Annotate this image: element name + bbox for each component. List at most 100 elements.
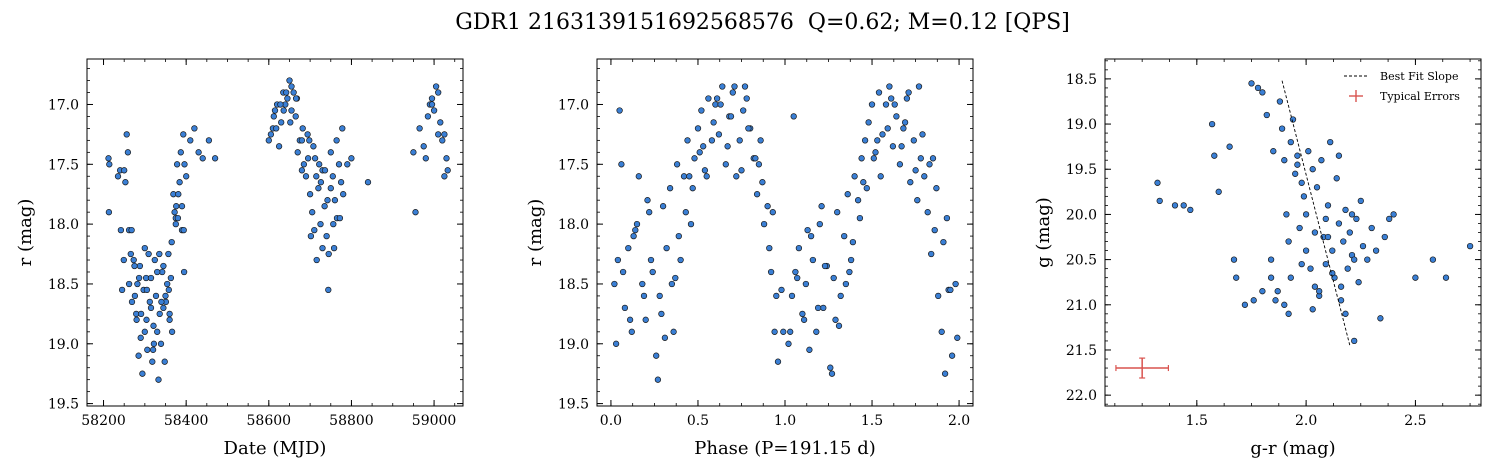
data-point bbox=[1305, 148, 1312, 155]
data-point bbox=[663, 244, 670, 252]
data-point bbox=[141, 328, 148, 335]
data-point bbox=[298, 167, 306, 174]
data-point bbox=[325, 286, 332, 294]
data-point bbox=[118, 286, 126, 294]
data-point bbox=[868, 101, 876, 108]
data-point bbox=[1298, 179, 1305, 186]
x-tick-label: 58400 bbox=[164, 413, 209, 429]
data-point bbox=[1311, 283, 1319, 290]
data-point bbox=[175, 191, 182, 198]
data-point bbox=[428, 101, 436, 108]
data-point bbox=[435, 89, 442, 96]
data-point bbox=[903, 95, 911, 102]
data-point bbox=[860, 179, 867, 186]
data-point bbox=[348, 155, 355, 162]
data-point bbox=[335, 161, 343, 168]
data-point bbox=[722, 161, 729, 168]
data-point bbox=[1346, 229, 1353, 236]
y-axis-label: r (mag) bbox=[525, 199, 546, 267]
data-point bbox=[1322, 260, 1329, 268]
data-point bbox=[691, 155, 698, 162]
data-point bbox=[625, 244, 632, 252]
data-point bbox=[889, 143, 897, 150]
data-point bbox=[686, 173, 693, 180]
data-point bbox=[740, 107, 747, 114]
y-tick-label: 19.0 bbox=[1066, 117, 1097, 133]
best-fit-line bbox=[1281, 80, 1351, 346]
data-point bbox=[813, 328, 820, 335]
data-point bbox=[832, 316, 839, 323]
data-point bbox=[154, 268, 161, 276]
data-point bbox=[150, 322, 157, 329]
data-point bbox=[870, 155, 877, 162]
data-point bbox=[1267, 256, 1275, 263]
data-point bbox=[753, 191, 761, 198]
data-point bbox=[432, 83, 440, 90]
data-point bbox=[653, 352, 660, 359]
data-point bbox=[336, 214, 344, 222]
data-point bbox=[712, 101, 719, 108]
data-point bbox=[733, 173, 740, 180]
data-point bbox=[696, 149, 703, 156]
data-point bbox=[290, 89, 297, 96]
x-tick-label: 2.0 bbox=[948, 413, 970, 429]
data-point bbox=[828, 370, 836, 377]
data-point bbox=[710, 119, 717, 126]
data-point bbox=[804, 226, 811, 234]
data-point bbox=[124, 149, 132, 156]
color-magnitude-panel: 1.5 2.0 2.5 18.5 19.0 19.5 20.0 20.5 21.0 21.5 22.… bbox=[1033, 58, 1482, 459]
data-point bbox=[158, 298, 165, 306]
data-point bbox=[1215, 188, 1222, 195]
data-point bbox=[659, 203, 667, 210]
data-point bbox=[122, 179, 129, 186]
data-point bbox=[1211, 152, 1218, 159]
data-point bbox=[917, 155, 924, 162]
data-point bbox=[787, 328, 794, 335]
data-point bbox=[635, 173, 642, 180]
data-point bbox=[310, 143, 317, 150]
data-point bbox=[1342, 310, 1349, 317]
data-point bbox=[743, 95, 750, 102]
data-point bbox=[689, 185, 696, 192]
data-point bbox=[670, 328, 677, 335]
data-point bbox=[731, 83, 738, 90]
data-point bbox=[160, 262, 167, 270]
data-point bbox=[888, 95, 895, 102]
data-point bbox=[1353, 215, 1360, 223]
data-point bbox=[672, 274, 679, 282]
data-point bbox=[802, 280, 810, 288]
data-point bbox=[639, 280, 646, 288]
data-point bbox=[642, 316, 649, 323]
data-point bbox=[736, 137, 743, 144]
data-point bbox=[130, 256, 137, 264]
data-point bbox=[1267, 274, 1275, 281]
data-point bbox=[900, 125, 907, 132]
data-point bbox=[677, 256, 684, 264]
data-point bbox=[156, 310, 163, 318]
data-point bbox=[105, 155, 112, 162]
data-point bbox=[309, 209, 316, 216]
data-point bbox=[422, 155, 429, 162]
data-point bbox=[325, 250, 332, 258]
data-point bbox=[924, 209, 931, 216]
x-tick-label: 1.5 bbox=[861, 413, 883, 429]
data-point bbox=[121, 167, 128, 174]
data-point bbox=[844, 191, 851, 198]
data-point bbox=[1292, 170, 1299, 177]
data-point bbox=[317, 220, 324, 228]
data-point bbox=[891, 101, 898, 108]
data-point bbox=[658, 310, 665, 318]
data-point bbox=[905, 89, 912, 96]
data-point bbox=[435, 131, 442, 138]
data-point bbox=[1250, 297, 1257, 304]
data-point bbox=[337, 179, 345, 186]
data-point bbox=[154, 328, 161, 335]
data-point bbox=[321, 203, 328, 210]
data-point bbox=[283, 89, 290, 96]
data-point bbox=[183, 173, 190, 180]
data-point bbox=[931, 226, 938, 234]
data-point bbox=[877, 173, 884, 180]
plot-frame bbox=[596, 58, 974, 407]
data-point bbox=[330, 220, 337, 228]
